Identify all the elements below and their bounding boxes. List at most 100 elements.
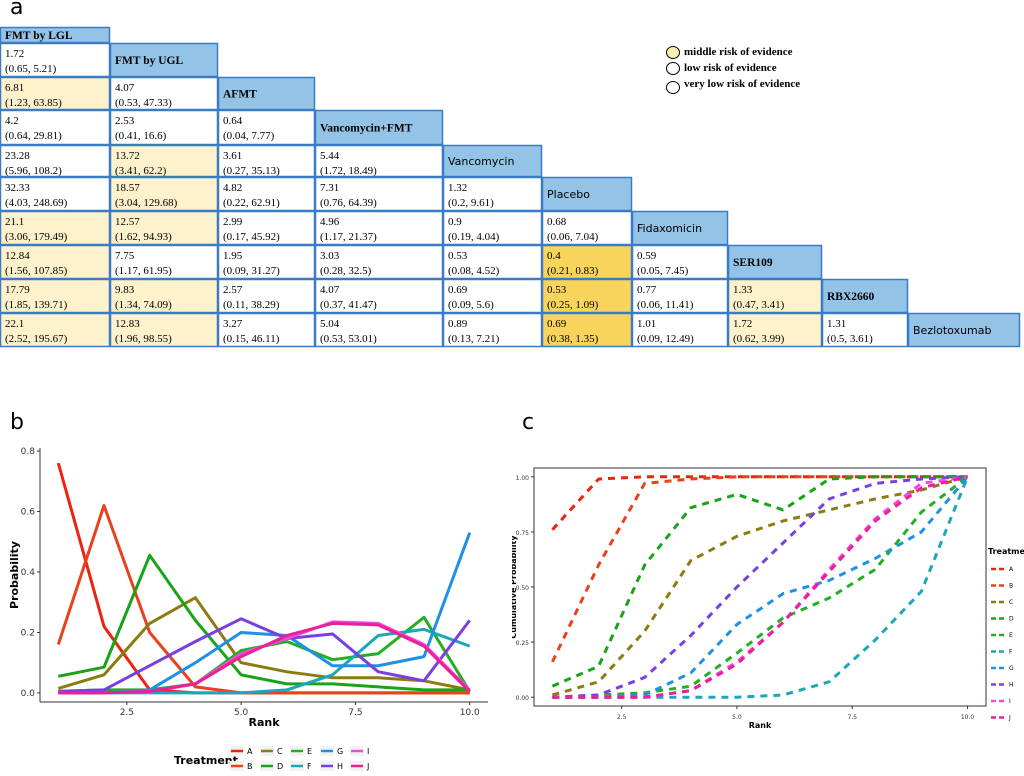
league-cell-ci: (1.23, 63.85) <box>5 97 62 109</box>
y-tick-label: 0.00 <box>516 695 530 702</box>
legend-label-D: D <box>277 762 283 771</box>
league-cell-estimate: 0.77 <box>637 284 657 296</box>
series-line-A <box>551 475 968 531</box>
panel-label-c: c <box>522 410 535 435</box>
league-cell-ci: (0.38, 1.35) <box>547 333 599 345</box>
league-cell <box>0 210 111 246</box>
legend-label-H: H <box>337 762 343 771</box>
league-cell-estimate: 9.83 <box>115 284 135 296</box>
league-cell-ci: (0.65, 5.21) <box>5 63 57 75</box>
league-cell-ci: (0.17, 45.92) <box>223 231 280 243</box>
league-cell-ci: (0.2, 9.61) <box>448 197 494 209</box>
league-cell <box>0 312 111 348</box>
league-cell-estimate: 32.33 <box>5 182 30 194</box>
league-cell-ci: (5.96, 108.2) <box>5 165 62 177</box>
league-cell <box>314 278 444 314</box>
league-header-label: FMT by LGL <box>5 30 73 42</box>
league-cell-ci: (0.28, 32.5) <box>320 265 372 277</box>
league-cell-ci: (0.09, 12.49) <box>637 333 694 345</box>
league-cell-estimate: 7.31 <box>320 182 339 194</box>
y-tick-label: 0.0 <box>21 689 36 699</box>
league-cell <box>0 278 111 314</box>
league-cell-estimate: 4.07 <box>320 284 340 296</box>
league-cell-estimate: 6.81 <box>5 82 24 94</box>
league-cell-estimate: 4.96 <box>320 216 340 228</box>
series-line-E <box>552 475 969 699</box>
legend-label-F: F <box>307 762 312 771</box>
league-header-label: FMT by UGL <box>115 55 183 67</box>
y-tick-label: 0.6 <box>21 508 36 518</box>
league-header-label: RBX2660 <box>827 291 875 303</box>
league-header-label: Fidaxomicin <box>637 222 702 235</box>
legend-label-H: H <box>1009 682 1014 689</box>
league-cell-estimate: 0.89 <box>448 318 468 330</box>
league-cell-estimate: 0.4 <box>547 250 561 262</box>
league-cell <box>314 210 444 246</box>
league-cell-ci: (1.85, 139.71) <box>5 299 68 311</box>
league-cell <box>0 144 111 178</box>
league-cell-estimate: 4.2 <box>5 115 19 127</box>
league-cell <box>217 312 316 348</box>
legend-item-middle: middle risk of evidence <box>666 44 800 60</box>
x-axis-label: Rank <box>248 716 280 729</box>
league-cell-estimate: 17.79 <box>5 284 30 296</box>
league-cell-ci: (1.17, 61.95) <box>115 265 172 277</box>
rank-probability-chart: 0.0 0.2 0.4 0.6 0.8 2.5 5.0 7.5 10.0 Rank Probabil… <box>8 447 488 771</box>
league-cell <box>442 312 543 348</box>
y-tick-label: 0.4 <box>21 568 36 578</box>
league-cell-ci: (0.13, 7.21) <box>448 333 500 345</box>
very-low-risk-circle-icon <box>666 80 680 94</box>
league-cell <box>109 278 219 314</box>
panel-label-b: b <box>10 410 24 435</box>
y-axis-label: Probability <box>8 541 21 609</box>
league-cell <box>821 312 909 348</box>
legend-label-C: C <box>277 747 283 756</box>
legend-label-E: E <box>1009 632 1013 639</box>
league-cell-estimate: 4.07 <box>115 82 135 94</box>
league-cell <box>0 109 111 146</box>
league-cell <box>0 42 111 78</box>
league-cell-estimate: 12.83 <box>115 318 140 330</box>
legend-label-C: C <box>1009 599 1013 606</box>
league-cell-ci: (0.15, 46.11) <box>223 333 280 345</box>
legend-label-G: G <box>1009 665 1014 672</box>
league-cell-ci: (0.09, 31.27) <box>223 265 280 277</box>
league-header-cell <box>727 244 823 280</box>
legend-label-J: J <box>1008 715 1011 722</box>
legend-item-very-low: very low risk of evidence <box>666 76 800 94</box>
league-cell-ci: (0.09, 5.6) <box>448 299 494 311</box>
league-cell <box>0 176 111 212</box>
league-cell <box>217 109 316 146</box>
league-header-cell <box>109 42 219 78</box>
series-line-J <box>552 475 968 699</box>
league-cell-estimate: 5.04 <box>320 318 340 330</box>
league-cell-estimate: 0.68 <box>547 216 567 228</box>
league-cell-estimate: 1.32 <box>448 182 467 194</box>
league-cell-ci: (1.62, 94.93) <box>115 231 172 243</box>
league-cell <box>314 176 444 212</box>
series-line-D <box>58 553 470 692</box>
league-header-label: SER109 <box>733 257 773 269</box>
league-cell-estimate: 7.75 <box>115 250 135 262</box>
x-tick-label: 7.5 <box>847 714 857 721</box>
league-cell <box>217 210 316 246</box>
league-cell-estimate: 0.59 <box>637 250 657 262</box>
league-cell-estimate: 4.82 <box>223 182 242 194</box>
x-tick-label: 5.0 <box>234 708 249 718</box>
league-cell-estimate: 0.53 <box>547 284 567 296</box>
league-cell-estimate: 12.57 <box>115 216 140 228</box>
league-cell <box>541 312 633 348</box>
league-header-cell <box>314 109 444 146</box>
league-cell <box>631 278 729 314</box>
legend-label-J: J <box>366 762 369 771</box>
y-tick-label: 0.75 <box>516 530 530 537</box>
league-cell <box>109 76 219 111</box>
league-cell-estimate: 2.57 <box>223 284 243 296</box>
league-cell <box>314 144 444 178</box>
x-axis-label: Rank <box>749 721 772 730</box>
league-cell <box>727 278 823 314</box>
league-cell-estimate: 0.53 <box>448 250 468 262</box>
series-line-H <box>552 475 968 699</box>
league-cell-estimate: 22.1 <box>5 318 24 330</box>
league-header-label: Vancomycin+FMT <box>320 123 413 135</box>
